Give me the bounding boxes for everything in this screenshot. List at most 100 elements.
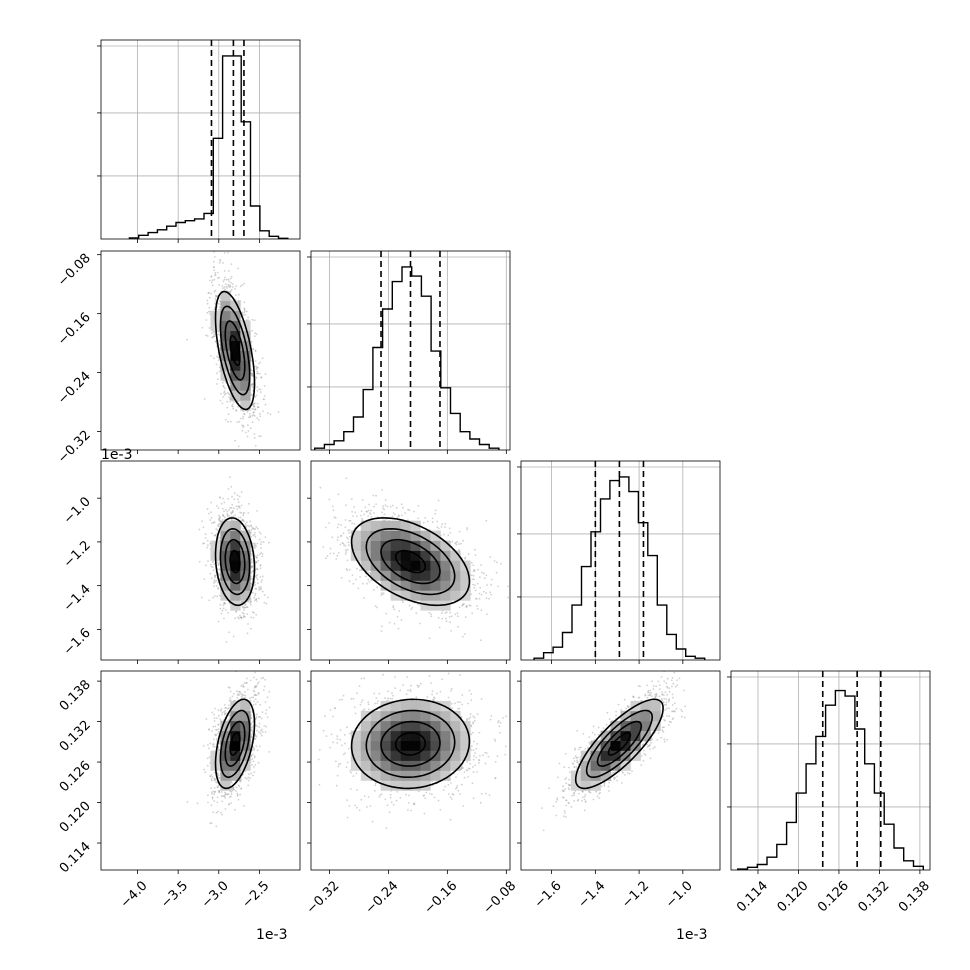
sample-point — [402, 506, 404, 509]
sample-point — [227, 488, 230, 490]
sample-point — [235, 410, 238, 412]
sample-point — [218, 568, 221, 570]
sample-point — [202, 526, 205, 529]
sample-point — [223, 510, 225, 513]
sample-point — [319, 486, 322, 489]
sample-point — [244, 615, 246, 618]
sample-point — [250, 524, 253, 527]
sample-point — [252, 617, 255, 619]
sample-point — [444, 523, 447, 525]
sample-point — [210, 517, 213, 519]
sample-point — [203, 542, 206, 545]
sample-point — [247, 773, 250, 776]
sample-point — [240, 616, 243, 619]
sample-point — [210, 501, 213, 504]
sample-point — [386, 505, 389, 508]
sample-point — [250, 600, 252, 603]
sample-point — [206, 508, 209, 511]
sample-point — [251, 566, 253, 569]
sample-point — [212, 569, 215, 572]
sample-point — [480, 594, 483, 596]
sample-point — [443, 533, 445, 536]
sample-point — [328, 522, 331, 524]
sample-point — [211, 336, 214, 339]
sample-point — [254, 544, 257, 547]
sample-point — [216, 561, 219, 564]
sample-point — [222, 607, 225, 610]
sample-point — [242, 514, 245, 517]
sample-point — [211, 561, 214, 564]
sample-point — [238, 420, 241, 423]
sample-point — [250, 535, 253, 538]
sample-point — [353, 522, 356, 525]
sample-point — [223, 391, 226, 394]
sample-point — [208, 310, 210, 313]
sample-point — [255, 561, 258, 564]
sample-point — [242, 528, 245, 530]
sample-point — [253, 528, 255, 530]
sample-point — [217, 581, 220, 584]
sample-point — [246, 410, 249, 413]
sample-point — [255, 526, 258, 528]
sample-point — [258, 435, 261, 438]
sample-point — [231, 403, 234, 406]
sample-point — [258, 538, 261, 541]
sample-point — [256, 417, 259, 420]
sample-point — [245, 606, 247, 609]
sample-point — [489, 591, 492, 594]
panel-3-0 — [97, 670, 301, 874]
sample-point — [254, 594, 256, 597]
sample-point — [231, 695, 234, 698]
sample-point — [395, 506, 398, 509]
sample-point — [359, 576, 361, 578]
sample-point — [436, 526, 439, 528]
sample-point — [252, 455, 254, 457]
sample-point — [366, 510, 369, 513]
sample-point — [469, 605, 472, 607]
sample-point — [244, 604, 247, 606]
sample-point — [471, 612, 474, 615]
sample-point — [212, 244, 214, 246]
sample-point — [456, 612, 459, 614]
sample-point — [259, 564, 262, 566]
sample-point — [259, 388, 262, 391]
sample-point — [213, 521, 216, 524]
sample-point — [210, 511, 213, 514]
sample-point — [242, 600, 245, 603]
sample-point — [470, 561, 473, 564]
sample-point — [365, 510, 368, 513]
sample-point — [477, 568, 479, 571]
sample-point — [262, 410, 264, 412]
sample-point — [445, 611, 448, 614]
sample-point — [251, 554, 253, 557]
sample-point — [245, 603, 247, 605]
density-cell — [220, 290, 231, 302]
sample-point — [447, 534, 450, 537]
sample-point — [212, 560, 215, 563]
sample-point — [373, 512, 375, 514]
sample-point — [249, 427, 252, 430]
sample-point — [436, 520, 439, 523]
sample-point — [250, 394, 253, 396]
sample-point — [213, 266, 215, 269]
sample-point — [456, 615, 459, 618]
sample-point — [361, 517, 363, 520]
sample-point — [257, 372, 259, 375]
sample-point — [360, 510, 363, 513]
sample-point — [210, 355, 212, 357]
sample-point — [257, 559, 260, 562]
contour-3 — [219, 305, 251, 396]
sample-point — [242, 314, 245, 317]
density-cell — [220, 310, 231, 321]
sample-point — [351, 522, 353, 525]
sample-point — [254, 349, 257, 352]
sample-point — [458, 548, 460, 551]
sample-point — [204, 537, 207, 539]
sample-point — [215, 579, 218, 582]
sample-point — [218, 523, 221, 526]
sample-point — [229, 284, 232, 287]
sample-point — [402, 601, 404, 604]
sample-point — [424, 516, 427, 519]
sample-point — [232, 509, 234, 512]
